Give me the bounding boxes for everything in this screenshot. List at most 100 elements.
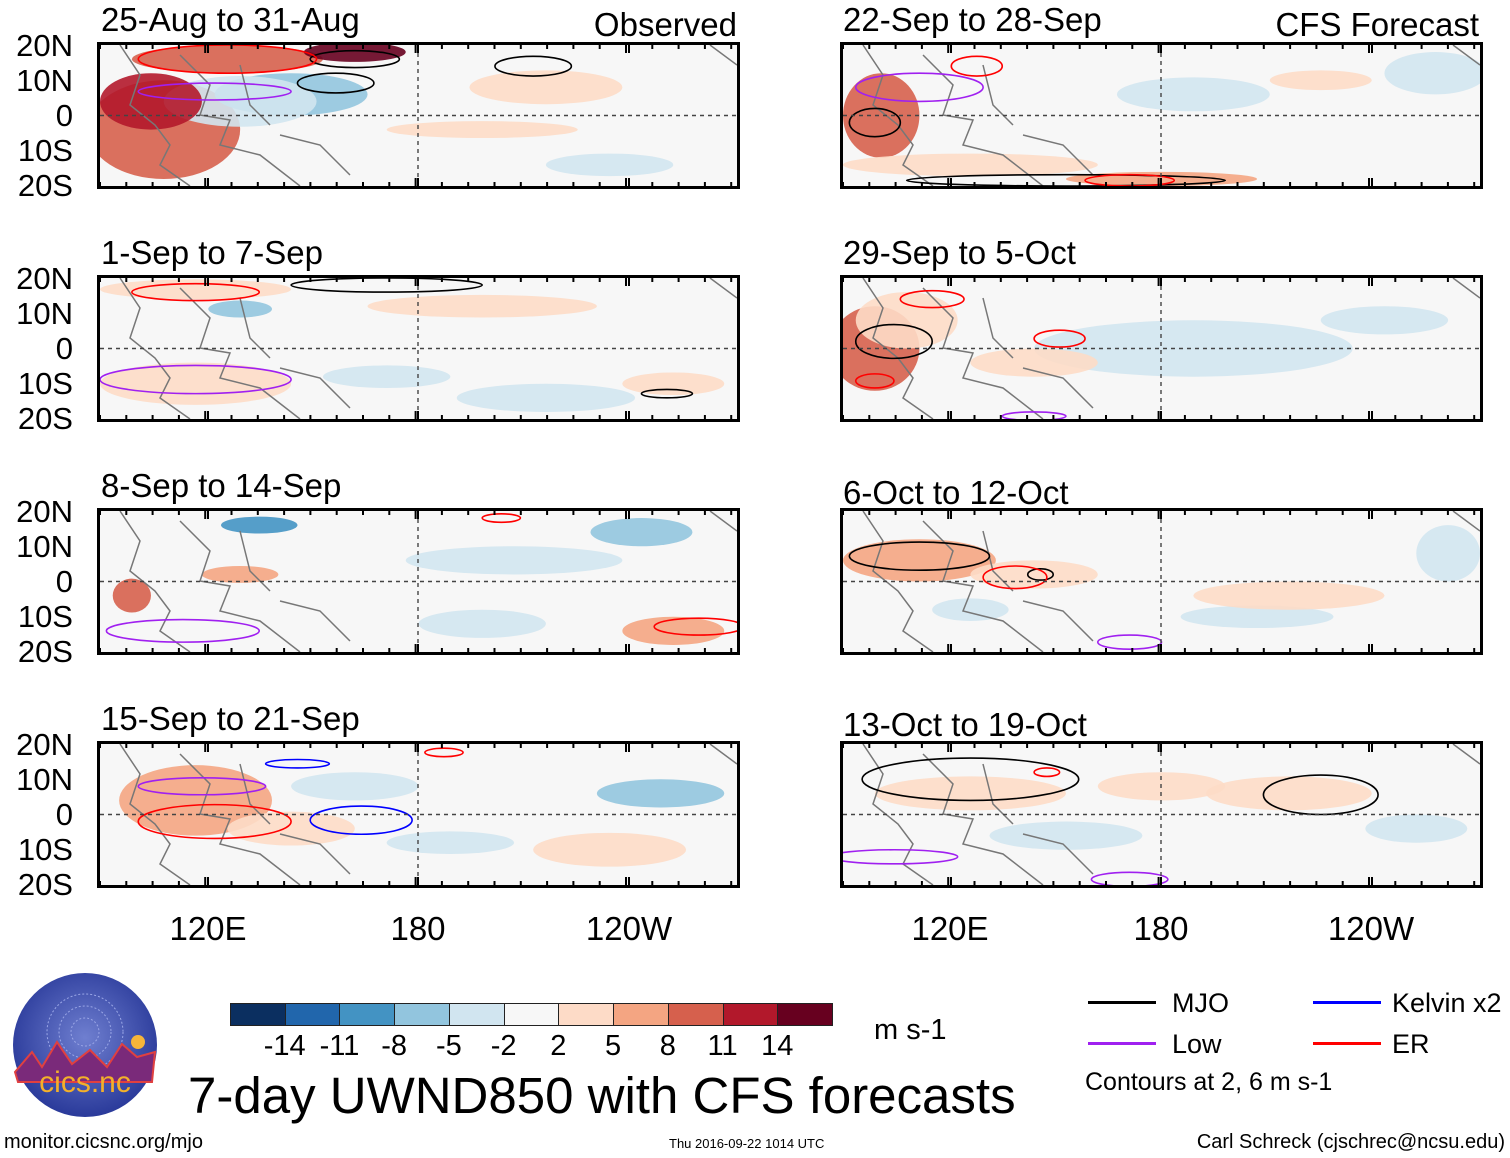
wind-anomaly-shading xyxy=(291,772,419,801)
filtered-wave-contour xyxy=(424,747,464,758)
filtered-wave-contour xyxy=(848,541,991,572)
panel-title: 29-Sep to 5-Oct xyxy=(843,234,1076,271)
filtered-wave-contour xyxy=(1033,329,1086,348)
colorbar-tick-label: -2 xyxy=(490,1030,517,1062)
filtered-wave-contour xyxy=(137,777,267,796)
wind-anomaly-shading xyxy=(1180,605,1334,629)
panel-title: 6-Oct to 12-Oct xyxy=(843,474,1069,511)
lat-label: 0 xyxy=(55,564,73,599)
wind-anomaly-shading xyxy=(303,45,406,62)
filtered-wave-contour xyxy=(848,107,902,138)
wind-anomaly-shading xyxy=(1269,70,1372,91)
colorbar-tick-label: -5 xyxy=(436,1030,462,1062)
wind-anomaly-shading xyxy=(622,372,725,396)
filtered-wave-contour xyxy=(982,565,1048,590)
lat-label: 10S xyxy=(17,366,73,401)
lat-label: 10S xyxy=(17,832,73,867)
wind-anomaly-shading xyxy=(112,578,151,613)
filtered-wave-contour xyxy=(105,618,261,643)
panel-title: 8-Sep to 14-Sep xyxy=(101,467,342,504)
filtered-wave-contour xyxy=(100,364,292,395)
panel-tag-observed: Observed xyxy=(593,6,737,43)
cicsnc-logo: cics.nc xyxy=(12,972,158,1118)
lat-label: 20S xyxy=(17,168,73,203)
wind-anomaly-shading xyxy=(590,518,693,547)
filtered-wave-contour xyxy=(854,72,984,103)
wind-anomaly-shading xyxy=(131,45,323,74)
wind-anomaly-shading xyxy=(622,616,725,645)
lon-label: 120E xyxy=(911,910,989,947)
wind-anomaly-shading xyxy=(1116,77,1270,112)
wind-anomaly-shading xyxy=(221,516,298,534)
lat-label: 0 xyxy=(55,98,73,133)
filtered-wave-contour xyxy=(854,323,933,360)
filtered-wave-contour xyxy=(653,617,737,636)
lat-label: 10N xyxy=(16,529,73,564)
wind-anomaly-shading xyxy=(367,294,597,318)
wind-anomaly-shading xyxy=(208,300,272,318)
wind-anomaly-shading xyxy=(989,821,1143,850)
footer-timestamp: Thu 2016-09-22 1014 UTC xyxy=(669,1136,825,1151)
wind-anomaly-shading xyxy=(843,539,996,582)
filtered-wave-contour xyxy=(950,55,1004,77)
coastline xyxy=(119,45,737,186)
filtered-wave-contour xyxy=(481,513,522,524)
lat-label: 0 xyxy=(55,331,73,366)
wind-anomaly-shading xyxy=(545,153,674,177)
lat-label: 10S xyxy=(17,599,73,634)
colorbar-tick-label: -14 xyxy=(263,1030,306,1062)
legend-label-er: ER xyxy=(1392,1029,1430,1059)
uwnd-map-panel xyxy=(97,508,740,655)
uwnd-map-panel xyxy=(97,741,740,888)
colorbar-tick-label: -11 xyxy=(319,1030,360,1062)
uwnd-map-panel xyxy=(840,741,1483,888)
colorbar-swatch xyxy=(503,1003,560,1026)
wind-anomaly-shading xyxy=(119,765,272,836)
colorbar-tick-label: 8 xyxy=(659,1030,676,1062)
wind-anomaly-shading xyxy=(201,565,279,583)
panel-title: 22-Sep to 28-Sep xyxy=(843,1,1102,38)
legend-line-low xyxy=(1088,1042,1156,1045)
wind-anomaly-shading xyxy=(386,831,515,854)
panel-title: 25-Aug to 31-Aug xyxy=(101,1,360,38)
lon-label: 180 xyxy=(1133,910,1189,947)
colorbar-swatch xyxy=(777,1003,833,1026)
uwnd-map-panel xyxy=(840,508,1483,655)
coastline xyxy=(862,45,1480,186)
wind-anomaly-shading xyxy=(456,383,636,412)
colorbar-swatch xyxy=(667,1003,724,1026)
wind-anomaly-shading xyxy=(843,153,1098,177)
wind-anomaly-shading xyxy=(100,362,292,405)
filtered-wave-contour xyxy=(137,82,292,101)
filtered-wave-contour xyxy=(264,758,331,769)
wind-anomaly-shading xyxy=(1034,320,1353,377)
legend-label-mjo: MJO xyxy=(1172,988,1229,1018)
filtered-wave-contour xyxy=(843,848,959,865)
wind-anomaly-shading xyxy=(874,776,1066,811)
filtered-wave-contour xyxy=(905,173,1226,186)
wind-anomaly-shading xyxy=(596,779,725,808)
colorbar-swatch xyxy=(722,1003,779,1026)
contour-note: Contours at 2, 6 m s-1 xyxy=(1085,1068,1333,1096)
filtered-wave-contour xyxy=(1033,767,1061,778)
filtered-wave-contour xyxy=(899,289,965,309)
lat-label: 20N xyxy=(16,727,73,762)
colorbar-swatch xyxy=(394,1003,450,1026)
lon-label: 120E xyxy=(169,910,247,947)
colorbar-swatch xyxy=(558,1003,615,1026)
footer-credit: Carl Schreck (cjschrec@ncsu.edu) xyxy=(1196,1131,1505,1153)
lat-label: 10S xyxy=(17,133,73,168)
footer-url[interactable]: monitor.cicsnc.org/mjo xyxy=(4,1131,203,1153)
uwnd-map-panel xyxy=(97,275,740,422)
filtered-wave-contour xyxy=(137,803,292,840)
filtered-wave-contour xyxy=(1096,634,1163,650)
panel-title: 15-Sep to 21-Sep xyxy=(101,700,360,737)
colorbar-units: m s-1 xyxy=(874,1014,947,1046)
colorbar-swatch xyxy=(613,1003,669,1026)
wind-anomaly-shading xyxy=(469,70,623,105)
filtered-wave-contour xyxy=(1090,871,1169,885)
colorbar-tick-label: -8 xyxy=(381,1030,408,1062)
wind-anomaly-shading xyxy=(1416,525,1480,582)
lon-label: 180 xyxy=(390,910,446,947)
lat-label: 20S xyxy=(17,634,73,669)
